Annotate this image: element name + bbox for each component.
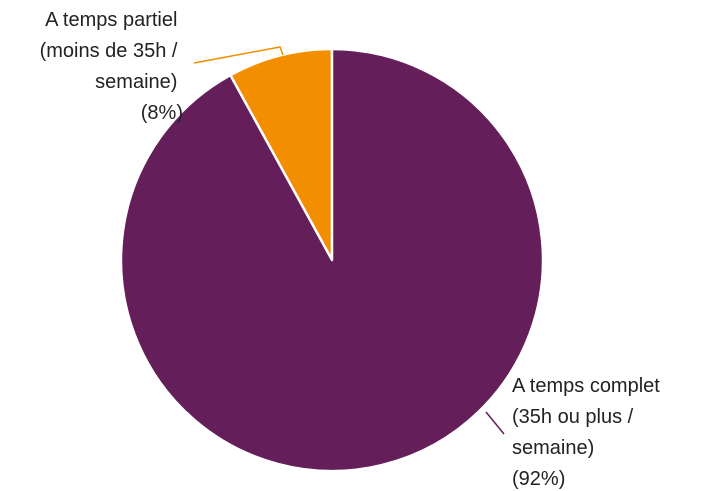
slice-label-full-time-percent: (92%) bbox=[512, 468, 565, 490]
slice-label-part-time-line-3: semaine) bbox=[95, 71, 177, 93]
pie-slice-full-time bbox=[119, 47, 545, 473]
slice-label-full-time-line-3: semaine) bbox=[512, 437, 594, 459]
leader-lines bbox=[193, 46, 505, 435]
slice-label-full-time-line-1: A temps complet bbox=[512, 375, 660, 397]
pie-slices bbox=[119, 47, 545, 473]
slice-label-full-time-line-2: (35h ou plus / bbox=[512, 406, 634, 428]
leader-line-full-time bbox=[485, 411, 505, 435]
slice-label-part-time-line-2: (moins de 35h / bbox=[40, 40, 178, 62]
slice-label-part-time-line-1: A temps partiel bbox=[45, 9, 177, 31]
slice-label-part-time: A temps partiel (moins de 35h / semaine)… bbox=[40, 9, 183, 124]
leader-line-part-time bbox=[193, 46, 284, 64]
slice-label-full-time: A temps complet (35h ou plus / semaine) … bbox=[512, 375, 665, 490]
slice-label-part-time-percent: (8%) bbox=[141, 102, 183, 124]
pie-slice-part-time bbox=[229, 47, 334, 262]
